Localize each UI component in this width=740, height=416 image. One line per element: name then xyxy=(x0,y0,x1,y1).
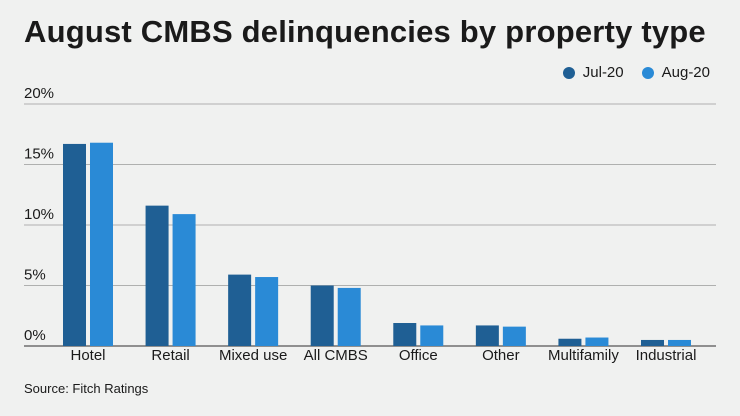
bar-industrial-jul-20 xyxy=(641,339,664,346)
bar-mixed-use-jul-20 xyxy=(228,274,252,346)
bar-multifamily-aug-20 xyxy=(585,337,609,346)
x-category-label: Retail xyxy=(151,347,189,364)
legend: Jul-20 Aug-20 xyxy=(562,64,710,81)
bar-hotel-aug-20 xyxy=(90,142,113,346)
legend-item-aug: Aug-20 xyxy=(641,64,710,81)
bar-retail-aug-20 xyxy=(172,214,196,346)
bar-mixed-use-aug-20 xyxy=(255,277,279,346)
bar-retail-jul-20 xyxy=(145,205,169,346)
source-note: Source: Fitch Ratings xyxy=(24,381,149,396)
legend-swatch-aug xyxy=(641,66,654,79)
x-category-label: Other xyxy=(482,347,520,364)
bar-all-cmbs-jul-20 xyxy=(310,285,334,346)
bar-all-cmbs-aug-20 xyxy=(337,287,361,346)
bar-other-aug-20 xyxy=(502,326,526,346)
chart-title: August CMBS delinquencies by property ty… xyxy=(24,14,706,49)
legend-swatch-jul xyxy=(562,66,575,79)
bar-industrial-aug-20 xyxy=(668,339,691,346)
x-category-label: Mixed use xyxy=(219,347,287,364)
y-tick-label: 5% xyxy=(24,267,46,284)
y-tick-label: 15% xyxy=(24,146,54,163)
y-tick-label: 10% xyxy=(24,206,54,223)
legend-item-jul: Jul-20 xyxy=(562,64,624,81)
x-category-label: Office xyxy=(399,347,438,364)
bar-hotel-jul-20 xyxy=(63,143,86,346)
x-category-label: Multifamily xyxy=(548,347,619,364)
bar-other-jul-20 xyxy=(475,325,499,346)
legend-label-aug: Aug-20 xyxy=(661,64,710,81)
y-tick-label: 0% xyxy=(24,327,46,344)
bar-office-jul-20 xyxy=(393,323,417,346)
legend-label-jul: Jul-20 xyxy=(582,64,624,81)
x-category-label: Hotel xyxy=(70,347,105,364)
bar-office-aug-20 xyxy=(420,325,444,346)
bar-multifamily-jul-20 xyxy=(558,338,582,346)
x-category-label: Industrial xyxy=(636,347,697,364)
x-category-label: All CMBS xyxy=(304,347,368,364)
y-tick-label: 20% xyxy=(24,85,54,102)
